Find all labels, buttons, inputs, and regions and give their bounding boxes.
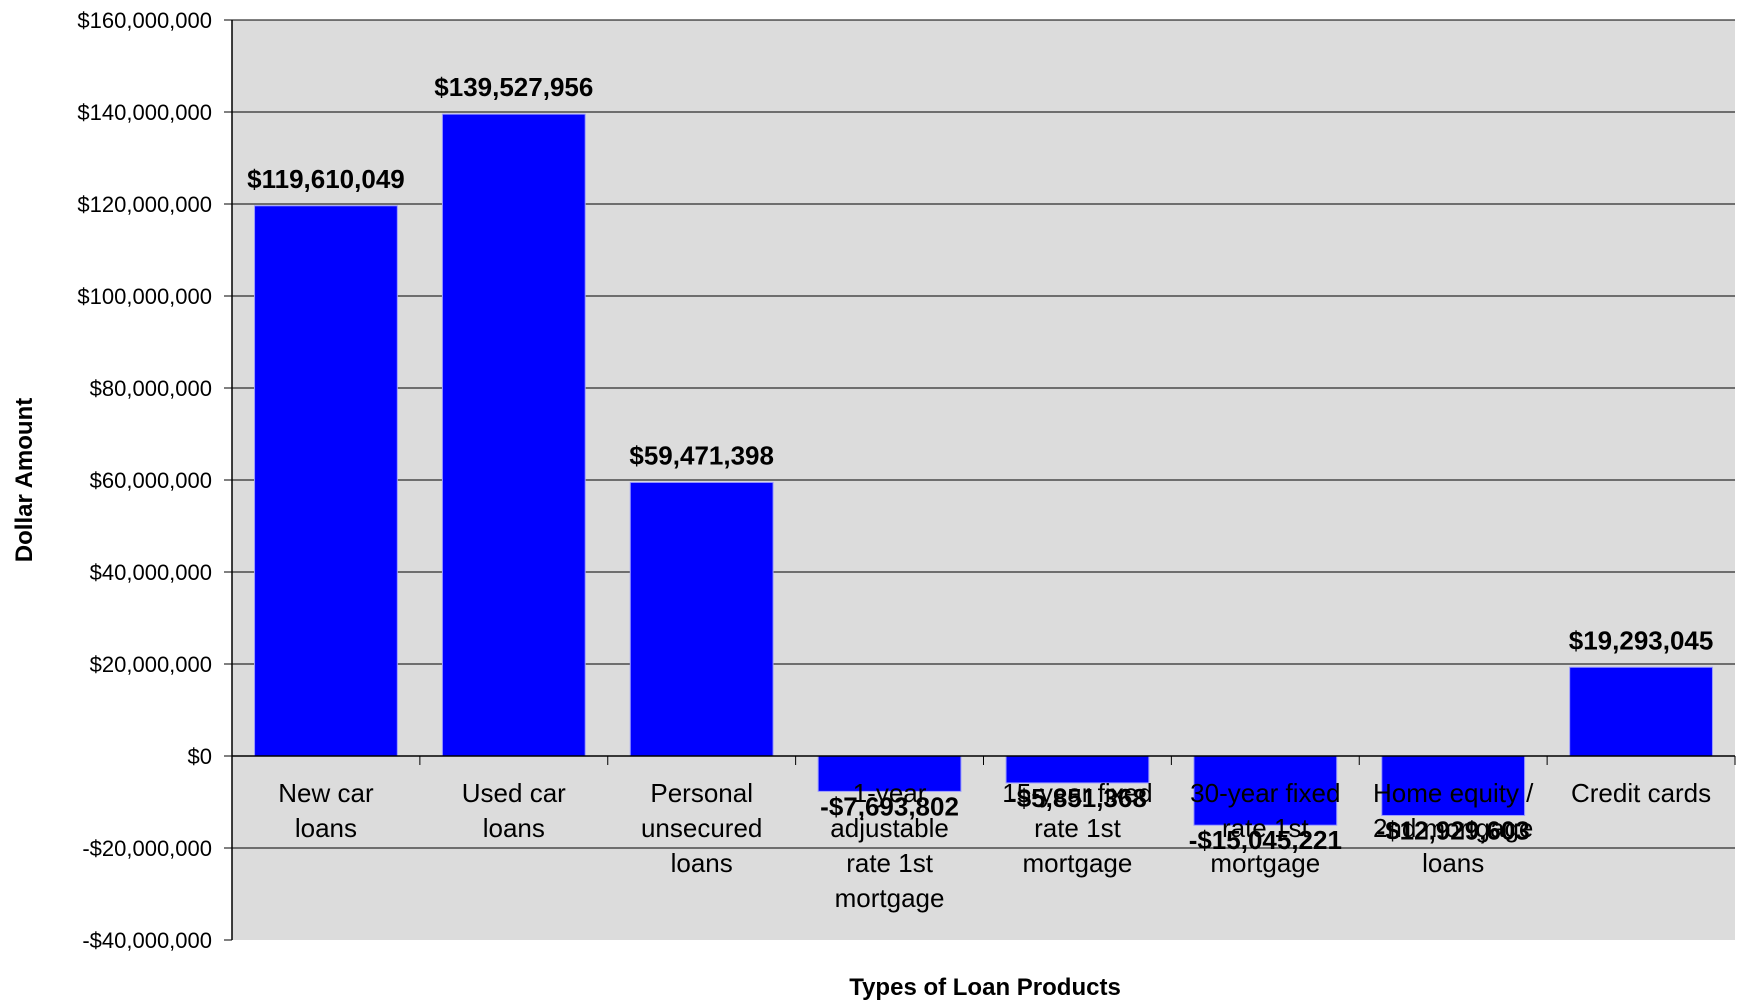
x-category-label: 30-year fixed rate 1st mortgage <box>1190 778 1340 878</box>
x-category-label: New car loans <box>278 778 374 843</box>
data-label: -$15,045,221 <box>1189 825 1342 855</box>
bar <box>1381 755 1526 816</box>
y-tick-label: -$20,000,000 <box>82 836 212 861</box>
x-category-label: Used car loans <box>462 778 566 843</box>
x-axis-title: Types of Loan Products <box>849 974 1121 1001</box>
x-category-label: 15-year fixed rate 1st mortgage <box>1002 778 1152 878</box>
x-category-label: 1-year adjustable rate 1st mortgage <box>830 778 949 913</box>
y-tick-labels: -$40,000,000 -$20,000,000 $0 $20,000,000 $40… <box>77 8 212 953</box>
bar <box>441 113 586 757</box>
x-category-label: Credit cards <box>1571 778 1711 808</box>
y-tick-label: -$40,000,000 <box>82 928 212 953</box>
y-axis-title: Dollar Amount <box>11 398 38 562</box>
bar <box>1193 755 1338 826</box>
data-label: -$7,693,802 <box>820 791 959 821</box>
y-tick-label: $160,000,000 <box>77 8 212 33</box>
data-label: $59,471,398 <box>629 440 774 470</box>
bar <box>817 755 962 792</box>
bars <box>254 113 1713 826</box>
y-tick-label: $120,000,000 <box>77 192 212 217</box>
bar <box>629 481 774 757</box>
y-tick-label: $40,000,000 <box>90 560 212 585</box>
data-label: $19,293,045 <box>1569 625 1714 655</box>
x-category-label: Personal unsecured loans <box>641 778 762 878</box>
y-tick-label: $100,000,000 <box>77 284 212 309</box>
bar <box>1005 755 1150 784</box>
bar <box>254 205 398 757</box>
data-label: -$12,929,603 <box>1377 815 1530 845</box>
axes <box>224 19 1736 941</box>
y-tick-label: $20,000,000 <box>90 652 212 677</box>
y-tick-label: $60,000,000 <box>90 468 212 493</box>
x-category-labels: New car loans Used car loans Personal unsecur… <box>278 778 1711 913</box>
bar <box>1569 666 1713 757</box>
data-label: -$5,851,368 <box>1008 783 1147 813</box>
data-labels: $119,610,049 $139,527,956 $59,471,398 -$7,6… <box>247 72 1713 855</box>
y-tick-label: $80,000,000 <box>90 376 212 401</box>
data-label: $139,527,956 <box>434 72 593 102</box>
x-category-label: Home equity /2nd mortgage loans <box>1373 778 1534 878</box>
y-tick-label: $140,000,000 <box>77 100 212 125</box>
y-tick-label: $0 <box>188 744 212 769</box>
data-label: $119,610,049 <box>247 164 405 194</box>
